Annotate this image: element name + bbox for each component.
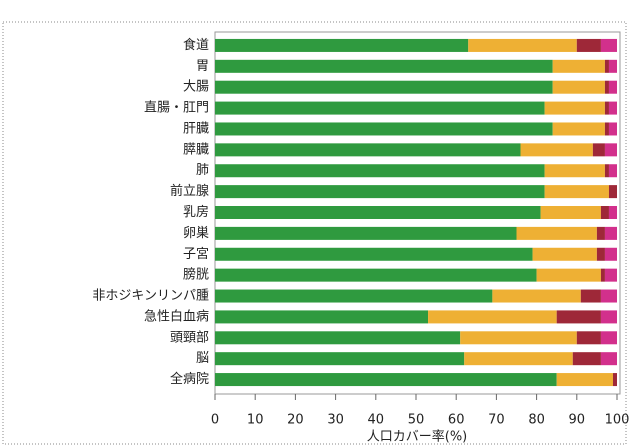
bar-segment — [468, 38, 577, 52]
bar-segment — [215, 268, 537, 282]
bar-segment — [536, 268, 601, 282]
bar-segment — [215, 352, 465, 366]
bar-segment — [604, 268, 617, 282]
y-tick-label: 肺 — [196, 163, 209, 178]
x-tick-label: 50 — [408, 413, 425, 428]
y-tick-label: 直腸・肛門 — [144, 101, 209, 116]
bar-segment — [215, 101, 545, 115]
bar-segment — [215, 373, 557, 387]
bar-segment — [592, 143, 605, 157]
bar-segment — [612, 373, 617, 387]
y-tick-label: 卵巣 — [183, 226, 209, 241]
bar-segment — [492, 289, 581, 303]
x-tick-label: 40 — [368, 413, 385, 428]
bar-segment — [600, 289, 617, 303]
y-tick-label: 胃 — [196, 59, 209, 74]
bar-segment — [604, 226, 617, 240]
y-tick-label: 乳房 — [183, 204, 209, 220]
bar-segment — [544, 185, 609, 199]
y-tick-label: 頭頸部 — [170, 330, 209, 345]
bar-segment — [604, 122, 609, 136]
bar-segment — [544, 164, 605, 178]
bar-segment — [604, 143, 617, 157]
x-axis-label: 人口カバー率(%) — [367, 429, 468, 445]
y-tick-label: 脳 — [196, 351, 209, 366]
y-tick-label: 膵臓 — [183, 142, 209, 157]
y-tick-label: 前立腺 — [170, 183, 209, 199]
bar-segment — [600, 331, 617, 345]
y-tick-label: 急性白血病 — [144, 308, 209, 324]
bar-segment — [600, 268, 605, 282]
bar-segment — [608, 101, 617, 115]
bar-segment — [556, 373, 613, 387]
bar-segment — [215, 80, 553, 94]
x-tick-label: 100 — [605, 413, 629, 428]
frame — [2, 21, 627, 445]
y-tick-label: 全病院 — [170, 371, 209, 387]
bar-segment — [608, 206, 617, 219]
bar-segment — [215, 289, 493, 303]
bar-segment — [215, 206, 541, 219]
bar-segment — [608, 185, 617, 199]
bar-segment — [516, 226, 597, 240]
x-tick-label: 90 — [569, 413, 586, 428]
bar-segment — [580, 289, 601, 303]
x-tick-label: 10 — [247, 413, 264, 428]
x-tick-label: 70 — [488, 413, 505, 428]
y-tick-label: 大腸 — [183, 80, 209, 95]
bar-segment — [552, 59, 605, 73]
bar-segment — [215, 310, 429, 324]
bar-segment — [520, 143, 593, 157]
x-tick-label: 20 — [287, 413, 304, 428]
y-tick-label: 食道 — [183, 37, 209, 53]
bar-segment — [600, 206, 609, 219]
bar-segment — [608, 164, 617, 178]
bar-segment — [428, 310, 557, 324]
bar-segment — [604, 59, 609, 73]
y-tick-label: 膀胱 — [183, 267, 209, 283]
bar-segment — [576, 331, 601, 345]
bar-segment — [215, 164, 545, 178]
bar-segment — [608, 80, 617, 94]
bar-segment — [600, 352, 617, 366]
bar-segment — [552, 80, 605, 94]
bar-segment — [215, 122, 553, 136]
bar-segment — [215, 143, 521, 157]
bar-segment — [215, 226, 517, 240]
bar-segment — [608, 59, 617, 73]
bar-segment — [604, 247, 617, 261]
bar-segment — [464, 352, 573, 366]
bar-segment — [556, 310, 601, 324]
y-tick-label: 子宮 — [183, 246, 209, 262]
bar-segment — [215, 247, 533, 261]
x-tick-label: 80 — [528, 413, 545, 428]
bar-segment — [600, 38, 617, 52]
bar-segment — [604, 80, 609, 94]
bar-segment — [544, 101, 605, 115]
bar-segment — [532, 247, 597, 261]
y-tick-label: 非ホジキンリンパ腫 — [92, 288, 209, 304]
bar-segment — [460, 331, 577, 345]
bar-segment — [600, 310, 617, 324]
bar-segment — [540, 206, 601, 219]
bar-segment — [572, 352, 601, 366]
bar-segment — [596, 226, 605, 240]
y-tick-label: 肝臓 — [183, 121, 209, 136]
bar-segment — [215, 331, 461, 345]
bar-segment — [215, 59, 553, 73]
bar-segment — [608, 122, 617, 136]
bar-segment — [215, 38, 469, 52]
x-tick-label: 30 — [327, 413, 344, 428]
x-tick-label: 0 — [211, 413, 219, 428]
bar-segment — [604, 164, 609, 178]
bar-segment — [552, 122, 605, 136]
bar-segment — [215, 185, 545, 199]
bar-segment — [596, 247, 605, 261]
x-tick-label: 60 — [448, 413, 465, 428]
bar-segment — [604, 101, 609, 115]
bar-segment — [576, 38, 601, 52]
